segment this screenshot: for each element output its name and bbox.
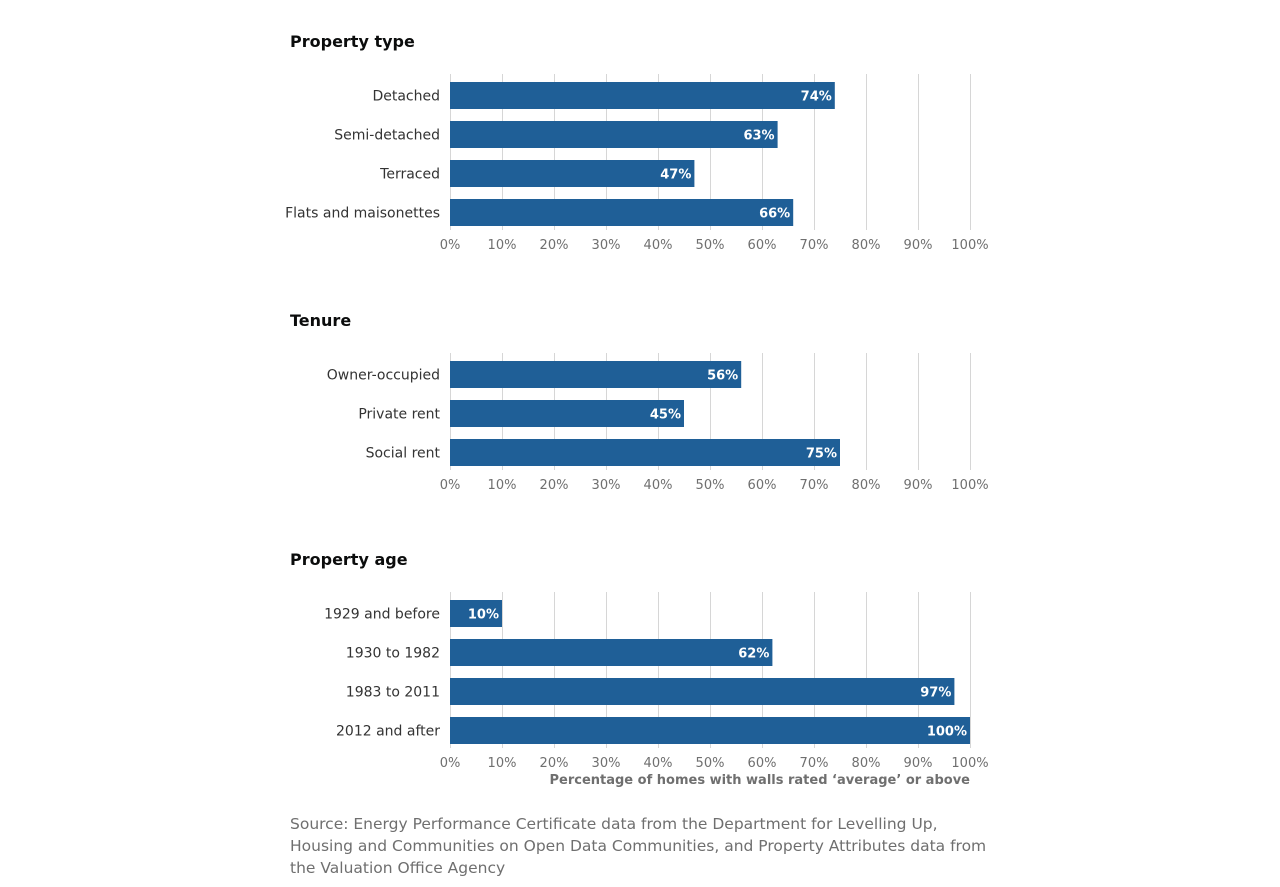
x-tick-label: 20%: [540, 478, 569, 493]
chart-plot-property-age: 0% 10% 20% 30% 40% 50% 60% 70% 80% 90% 100% 10% 1929…: [324, 592, 989, 771]
x-tick-label: 100%: [951, 238, 988, 253]
x-tick-label: 10%: [488, 238, 517, 253]
category-label: Flats and maisonettes: [285, 206, 440, 222]
x-tick-label: 0%: [440, 756, 461, 771]
x-tick-label: 60%: [748, 756, 777, 771]
category-label: Terraced: [379, 167, 440, 183]
bar-data-label: 75%: [806, 447, 837, 462]
x-tick-label: 30%: [592, 478, 621, 493]
bar: [450, 678, 955, 705]
category-label: Semi-detached: [334, 128, 440, 144]
bar: [450, 639, 773, 666]
category-label: 1929 and before: [324, 607, 440, 623]
chart-plot-property-type: 0% 10% 20% 30% 40% 50% 60% 70% 80% 90% 100% 74% Deta…: [285, 74, 989, 253]
chart-plot-tenure: 0% 10% 20% 30% 40% 50% 60% 70% 80% 90% 100% 56% Owne…: [327, 353, 989, 493]
category-label: Social rent: [366, 446, 441, 462]
bar: [450, 361, 742, 388]
x-tick-label: 0%: [440, 478, 461, 493]
bar: [450, 82, 835, 109]
bar: [450, 160, 695, 187]
x-tick-label: 90%: [904, 478, 933, 493]
x-tick-label: 70%: [800, 756, 829, 771]
x-axis-title: Percentage of homes with walls rated ‘av…: [549, 773, 970, 788]
x-tick-label: 40%: [644, 238, 673, 253]
x-tick-label: 100%: [951, 756, 988, 771]
x-tick-label: 20%: [540, 238, 569, 253]
bar: [450, 121, 778, 148]
x-tick-label: 0%: [440, 238, 461, 253]
bar-data-label: 74%: [801, 90, 832, 105]
bar-data-label: 62%: [738, 647, 769, 662]
x-tick-label: 10%: [488, 478, 517, 493]
bar: [450, 717, 970, 744]
x-tick-label: 70%: [800, 238, 829, 253]
bar-data-label: 97%: [920, 686, 951, 701]
x-tick-label: 60%: [748, 238, 777, 253]
bar-data-label: 63%: [743, 129, 774, 144]
x-tick-label: 20%: [540, 756, 569, 771]
bar-data-label: 66%: [759, 207, 790, 222]
category-label: Owner-occupied: [327, 368, 440, 384]
x-tick-label: 40%: [644, 478, 673, 493]
chart-title: Tenure: [290, 311, 352, 330]
bar: [450, 199, 794, 226]
bar: [450, 400, 684, 427]
bar-data-label: 56%: [707, 369, 738, 384]
category-label: Detached: [372, 89, 440, 105]
category-label: 1983 to 2011: [346, 685, 440, 701]
x-tick-label: 40%: [644, 756, 673, 771]
x-tick-label: 80%: [852, 238, 881, 253]
x-tick-label: 50%: [696, 478, 725, 493]
chart-title: Property age: [290, 550, 408, 569]
bar-data-label: 47%: [660, 168, 691, 183]
x-tick-label: 80%: [852, 756, 881, 771]
category-label: Private rent: [358, 407, 440, 423]
x-tick-label: 60%: [748, 478, 777, 493]
bar-data-label: 10%: [468, 608, 499, 623]
x-tick-label: 90%: [904, 238, 933, 253]
bar: [450, 439, 840, 466]
category-label: 2012 and after: [336, 724, 440, 740]
x-tick-label: 90%: [904, 756, 933, 771]
category-label: 1930 to 1982: [346, 646, 440, 662]
bar: [450, 600, 502, 627]
x-tick-label: 80%: [852, 478, 881, 493]
x-tick-label: 70%: [800, 478, 829, 493]
x-tick-label: 30%: [592, 238, 621, 253]
x-tick-label: 50%: [696, 756, 725, 771]
x-tick-label: 100%: [951, 478, 988, 493]
x-tick-label: 10%: [488, 756, 517, 771]
x-tick-label: 50%: [696, 238, 725, 253]
bar-data-label: 100%: [927, 725, 967, 740]
source-note: Source: Energy Performance Certificate d…: [290, 815, 987, 877]
x-tick-label: 30%: [592, 756, 621, 771]
bar-data-label: 45%: [650, 408, 681, 423]
chart-title: Property type: [290, 32, 415, 51]
